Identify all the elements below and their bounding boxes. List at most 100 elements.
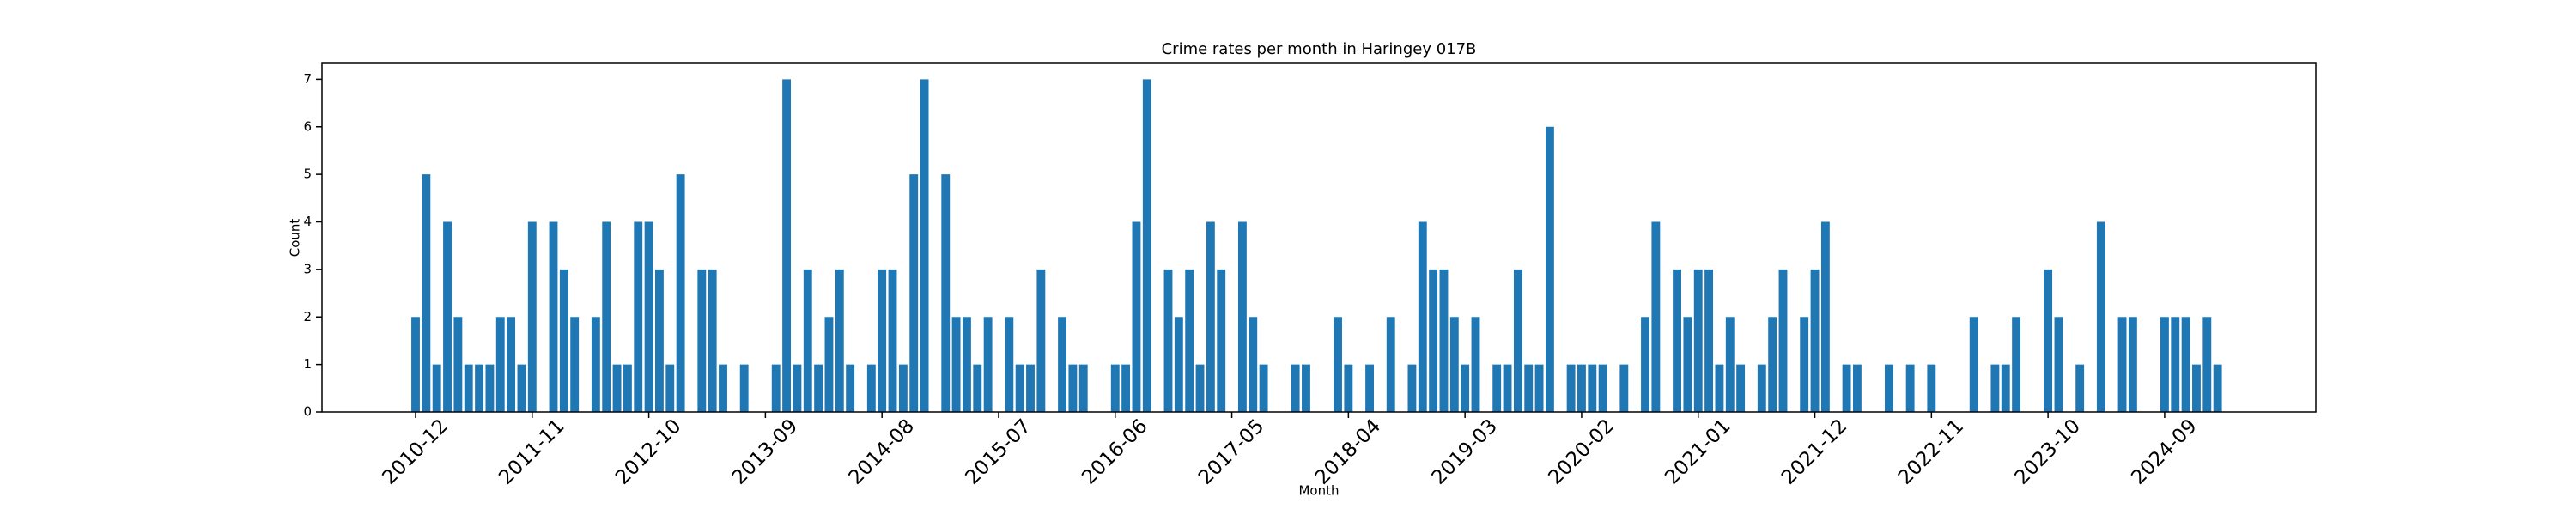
bar (2202, 317, 2212, 412)
bar (634, 221, 643, 412)
bar (1259, 364, 1268, 412)
bar (570, 317, 580, 412)
bar (1461, 364, 1470, 412)
bar (1990, 364, 2000, 412)
bar (719, 364, 727, 412)
bar (1534, 364, 1544, 412)
bar (941, 174, 951, 412)
bar (432, 364, 441, 412)
bar (507, 317, 516, 412)
x-tick-label: 2012-10 (611, 415, 685, 488)
x-tick-label: 2019-03 (1428, 415, 1502, 488)
bar (1142, 79, 1151, 412)
bar (1820, 221, 1830, 412)
bar (1418, 221, 1427, 412)
bar (2160, 317, 2169, 412)
bar (1619, 364, 1629, 412)
bar (1736, 364, 1746, 412)
bar (1068, 364, 1078, 412)
bar (2096, 221, 2105, 412)
x-tick-label: 2021-01 (1661, 415, 1735, 488)
x-tick-label: 2023-10 (2011, 415, 2085, 488)
bar (920, 79, 929, 412)
bar (1036, 269, 1046, 412)
bar (549, 221, 558, 412)
bar (1715, 364, 1724, 412)
bar (1885, 364, 1893, 412)
bar (2075, 364, 2085, 412)
bar (1905, 364, 1915, 412)
x-tick-label: 2022-11 (1894, 415, 1968, 488)
bar (1132, 221, 1141, 412)
bar (1026, 364, 1035, 412)
bar (2128, 317, 2137, 412)
bar (1302, 364, 1310, 412)
bar (983, 317, 993, 412)
bar (1237, 221, 1247, 412)
x-tick-label: 2021-12 (1777, 415, 1851, 488)
x-tick-label: 2016-06 (1078, 415, 1151, 488)
bar (1651, 221, 1661, 412)
bar (771, 364, 781, 412)
x-tick-label: 2017-05 (1194, 415, 1268, 488)
x-axis-label: Month (1298, 483, 1339, 499)
bar (888, 269, 897, 412)
bar (2181, 317, 2190, 412)
bar (708, 269, 717, 412)
bar (453, 317, 463, 412)
bar (591, 317, 600, 412)
axes-frame (321, 62, 2317, 413)
bar (951, 317, 961, 412)
bar (485, 364, 495, 412)
y-tick-label: 7 (303, 71, 312, 87)
bar (1174, 317, 1183, 412)
bar (559, 269, 568, 412)
bar (612, 364, 622, 412)
bar (2001, 364, 2010, 412)
bar (814, 364, 823, 412)
bar (1195, 364, 1205, 412)
bar (1386, 317, 1395, 412)
bar (1015, 364, 1024, 412)
bar (782, 79, 792, 412)
bar (697, 269, 707, 412)
bar (1344, 364, 1353, 412)
bar (1503, 364, 1512, 412)
bar (1800, 317, 1809, 412)
bar (973, 364, 982, 412)
bar (1641, 317, 1649, 412)
bar (1673, 269, 1681, 412)
bar (411, 317, 420, 412)
bar (1005, 317, 1014, 412)
bar (1683, 317, 1692, 412)
bar (464, 364, 473, 412)
bar (1588, 364, 1597, 412)
bar (1185, 269, 1194, 412)
bar (866, 364, 876, 412)
bar (1206, 221, 1215, 412)
x-tick-label: 2013-09 (728, 415, 802, 488)
x-tick-label: 2020-02 (1544, 415, 1618, 488)
bar (793, 364, 802, 412)
bar (1577, 364, 1586, 412)
bar (835, 269, 844, 412)
bar (1842, 364, 1851, 412)
bar (909, 174, 919, 412)
y-axis-label: Count (288, 219, 303, 258)
bar (1078, 364, 1088, 412)
bar (1768, 317, 1777, 412)
bar (1163, 269, 1173, 412)
bar (1058, 317, 1066, 412)
bar (2012, 317, 2021, 412)
bar (495, 317, 505, 412)
bar (1439, 269, 1449, 412)
bar (1852, 364, 1862, 412)
bar (1471, 317, 1480, 412)
bar (1513, 269, 1522, 412)
bar (665, 364, 675, 412)
bar (517, 364, 526, 412)
bar (1334, 317, 1342, 412)
y-tick-label: 4 (303, 214, 312, 229)
x-tick-label: 2024-09 (2127, 415, 2201, 488)
